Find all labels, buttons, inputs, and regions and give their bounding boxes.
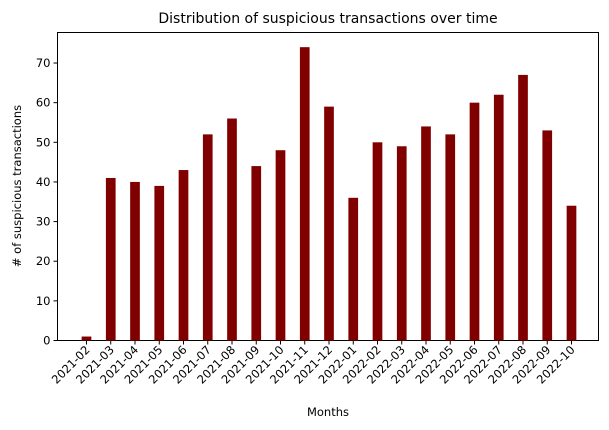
bar-2022-07	[493, 94, 504, 341]
bar-2022-01	[348, 197, 359, 341]
bar-2021-10	[275, 150, 286, 341]
bar-2021-07	[202, 134, 213, 341]
y-tick-label: 20	[36, 254, 51, 268]
bar-2021-04	[130, 181, 140, 341]
bar-2021-11	[299, 47, 310, 341]
bar-2022-03	[396, 146, 407, 341]
bar-2022-10	[566, 205, 577, 341]
bar-2022-02	[372, 142, 383, 341]
bar-2021-08	[227, 118, 237, 341]
y-tick-label: 50	[36, 135, 51, 149]
x-axis-label: Months	[307, 405, 349, 419]
y-tick-label: 30	[36, 215, 51, 229]
bar-2021-05	[154, 185, 165, 341]
bar-2021-09	[251, 166, 262, 341]
y-tick-label: 40	[36, 175, 51, 189]
bar-2021-06	[178, 170, 189, 341]
x-axis: 2021-022021-032021-042021-052021-062021-…	[49, 340, 578, 387]
bar-2021-02	[81, 336, 92, 341]
y-axis-label: # of suspicious transactions	[10, 105, 24, 267]
y-tick-label: 10	[36, 294, 51, 308]
y-tick-label: 0	[43, 334, 50, 348]
bar-2021-03	[105, 177, 116, 341]
y-tick-label: 60	[36, 96, 51, 110]
y-axis: 0 10 20 30 40 50 60 70	[36, 56, 58, 348]
bar-2022-08	[518, 74, 528, 341]
bar-2021-12	[324, 106, 334, 341]
bar-2022-04	[421, 126, 431, 341]
bar-2022-06	[469, 102, 480, 341]
bar-2022-05	[445, 134, 456, 341]
chart-title: Distribution of suspicious transactions …	[158, 11, 497, 27]
bars-group	[81, 47, 577, 341]
y-tick-label: 70	[36, 56, 51, 70]
bar-2022-09	[542, 130, 553, 341]
